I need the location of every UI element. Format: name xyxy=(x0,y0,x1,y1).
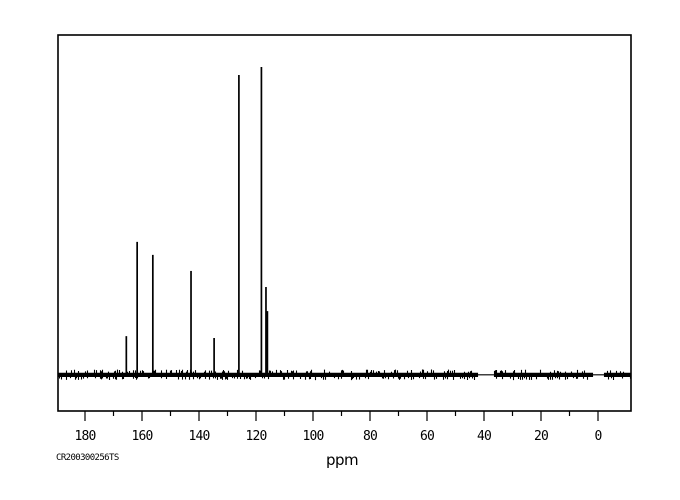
tick-label: 60 xyxy=(420,429,434,444)
tick-label: 0 xyxy=(594,429,601,444)
tick-label: 140 xyxy=(188,429,209,444)
sample-id-text: CR200300256TS xyxy=(56,453,119,463)
tick-label: 160 xyxy=(131,429,152,444)
noise-baseline xyxy=(57,369,632,381)
plot-frame xyxy=(57,34,632,412)
tick-label: 180 xyxy=(74,429,95,444)
tick-label: 20 xyxy=(534,429,548,444)
tick-label: 100 xyxy=(302,429,323,444)
x-axis-label: ppm xyxy=(326,451,359,469)
tick-label: 40 xyxy=(477,429,491,444)
tick-label: 80 xyxy=(363,429,377,444)
tick-label: 120 xyxy=(245,429,266,444)
